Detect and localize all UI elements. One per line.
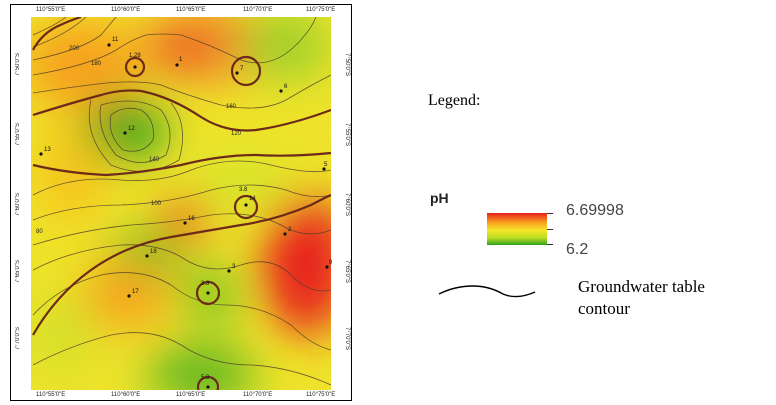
x-tick-label: 110°55'0"E: [36, 392, 66, 398]
x-tick-label: 110°70'0"E: [243, 392, 273, 398]
x-tick-label: 110°60'0"E: [111, 392, 141, 398]
well-label: 6: [284, 84, 288, 90]
y-tick-label: 7°50'0"S: [15, 53, 21, 77]
legend-title: Legend:: [428, 92, 481, 109]
well-label: 14: [249, 196, 256, 202]
contour-label: 160: [226, 104, 237, 110]
contour-label: 200: [69, 46, 80, 52]
x-tick-label: 110°60'0"E: [111, 7, 141, 13]
x-tick-label: 110°75'0"E: [306, 392, 336, 398]
contour-legend-label: Groundwater table contour: [578, 276, 705, 320]
well-label: 17: [132, 289, 139, 295]
y-tick-label: 7°65'0"S: [344, 260, 350, 284]
y-tick-label: 7°65'0"S: [15, 260, 21, 284]
well-point: [206, 385, 210, 389]
y-tick-label: 7°55'0"S: [344, 123, 350, 147]
well-label: 3.8: [201, 281, 210, 287]
contour-legend-line1: Groundwater table: [578, 277, 705, 296]
well-point: [235, 71, 239, 75]
well-label: 5: [324, 162, 328, 168]
x-tick-label: 110°70'0"E: [243, 7, 273, 13]
ph-color-ramp: [487, 213, 547, 245]
contour-label: 120: [231, 131, 242, 137]
x-tick-label: 110°55'0"E: [36, 7, 66, 13]
y-tick-label: 7°70'0"S: [15, 327, 21, 351]
contour-legend-line2: contour: [578, 299, 630, 318]
well-point: [39, 152, 43, 156]
contour-label: 140: [149, 157, 160, 163]
well-label: 5.0: [201, 375, 210, 381]
y-tick-label: 7°70'0"S: [344, 327, 350, 351]
x-tick-label: 110°65'0"E: [176, 7, 206, 13]
well-point: [322, 167, 326, 171]
well-label: 3.8: [239, 187, 248, 193]
ph-legend-label: pH: [430, 190, 449, 206]
ramp-tick: [547, 229, 553, 230]
well-label: 13: [44, 147, 51, 153]
well-point: [175, 63, 179, 67]
well-point: [283, 232, 287, 236]
ph-surface: 200 180 160 120 140 100 80 11 1.28 1 7 6…: [31, 17, 333, 390]
ramp-tick: [547, 213, 553, 214]
contour-line-sample: [438, 285, 536, 298]
well-point: [325, 265, 329, 269]
well-point: [227, 269, 231, 273]
well-label: 1: [179, 57, 183, 63]
y-tick-label: 7°50'0"S: [344, 53, 350, 77]
well-point: [123, 131, 127, 135]
well-point: [133, 65, 137, 69]
well-point: [279, 89, 283, 93]
well-label: 3: [232, 264, 236, 270]
well-label: 16: [188, 216, 195, 222]
x-tick-label: 110°65'0"E: [176, 392, 206, 398]
contour-label: 100: [151, 201, 162, 207]
well-point: [127, 294, 131, 298]
contour-label: 180: [91, 61, 102, 67]
ph-min-value: 6.2: [566, 241, 589, 258]
well-label: 9: [329, 260, 333, 266]
well-label: 18: [150, 249, 157, 255]
ph-max-value: 6.69998: [566, 202, 624, 219]
y-tick-label: 7°55'0"S: [15, 123, 21, 147]
well-point: [206, 291, 210, 295]
ramp-tick: [547, 244, 553, 245]
y-tick-label: 7°60'0"S: [15, 193, 21, 217]
contour-label: 80: [36, 229, 43, 235]
well-point: [107, 43, 111, 47]
x-tick-label: 110°75'0"E: [306, 7, 336, 13]
well-label: 12: [128, 126, 135, 132]
well-point: [244, 203, 248, 207]
y-tick-label: 7°60'0"S: [344, 193, 350, 217]
well-point: [145, 254, 149, 258]
well-label: 2: [288, 227, 292, 233]
well-label: 11: [112, 37, 119, 43]
well-label: 1.28: [129, 53, 141, 59]
ph-map: 200 180 160 120 140 100 80 11 1.28 1 7 6…: [10, 4, 352, 401]
well-label: 7: [240, 66, 244, 72]
well-point: [183, 221, 187, 225]
